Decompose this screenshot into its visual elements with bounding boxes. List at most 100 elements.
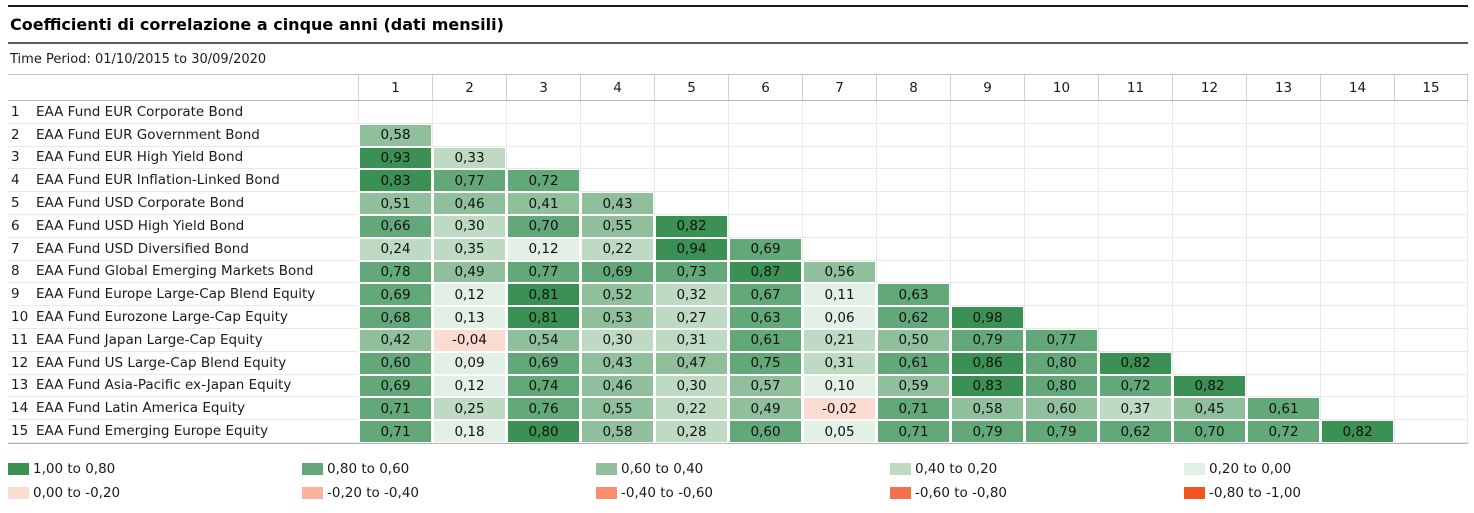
empty-cell-r1-c9 bbox=[950, 101, 1024, 124]
row-number: 13 bbox=[8, 375, 36, 398]
empty-cell-r5-c9 bbox=[950, 192, 1024, 215]
correlation-cell-r9-c7: 0,11 bbox=[802, 283, 876, 307]
correlation-cell-r11-c8: 0,50 bbox=[876, 328, 950, 352]
legend-range-label: -0,60 to -0,80 bbox=[915, 485, 1007, 502]
correlation-cell-r10-c2: 0,13 bbox=[432, 306, 506, 329]
empty-cell-r3-c12 bbox=[1172, 146, 1246, 170]
correlation-cell-r5-c2: 0,46 bbox=[432, 192, 506, 215]
empty-cell-r8-c9 bbox=[950, 260, 1024, 284]
empty-cell-r4-c6 bbox=[728, 169, 802, 193]
correlation-cell-r14-c10: 0,60 bbox=[1024, 397, 1098, 421]
column-header-4: 4 bbox=[580, 75, 654, 100]
correlation-cell-r14-c7: -0,02 bbox=[802, 397, 876, 421]
empty-cell-r7-c13 bbox=[1246, 237, 1320, 261]
correlation-cell-r8-c5: 0,73 bbox=[654, 260, 728, 284]
correlation-cell-r5-c4: 0,43 bbox=[580, 192, 654, 215]
correlation-cell-r12-c8: 0,61 bbox=[876, 351, 950, 375]
column-header-12: 12 bbox=[1172, 75, 1246, 100]
correlation-cell-r12-c5: 0,47 bbox=[654, 351, 728, 375]
correlation-cell-r12-c3: 0,69 bbox=[506, 351, 580, 375]
empty-cell-r3-c11 bbox=[1098, 146, 1172, 170]
correlation-cell-r6-c3: 0,70 bbox=[506, 214, 580, 238]
correlation-cell-r11-c2: -0,04 bbox=[432, 328, 506, 352]
empty-cell-r3-c15 bbox=[1394, 146, 1468, 170]
legend-range-label: 0,20 to 0,00 bbox=[1209, 461, 1292, 478]
correlation-cell-r13-c3: 0,74 bbox=[506, 374, 580, 398]
correlation-cell-r6-c4: 0,55 bbox=[580, 214, 654, 238]
empty-cell-r6-c11 bbox=[1098, 214, 1172, 238]
empty-cell-r6-c7 bbox=[802, 214, 876, 238]
matrix-header-row: 1 2 3 4 5 6 7 8 9 10 11 12 13 14 15 bbox=[8, 75, 1468, 101]
correlation-cell-r10-c1: 0,68 bbox=[358, 306, 432, 329]
fund-name-label: EAA Fund Emerging Europe Equity bbox=[36, 420, 358, 443]
matrix-row-6: 6 EAA Fund USD High Yield Bond 0,66 0,30 0,7… bbox=[8, 214, 1468, 238]
legend-swatch-2 bbox=[596, 463, 617, 476]
empty-cell-r10-c13 bbox=[1246, 306, 1320, 329]
empty-cell-r4-c8 bbox=[876, 169, 950, 193]
correlation-cell-r11-c7: 0,21 bbox=[802, 328, 876, 352]
empty-cell-r9-c9 bbox=[950, 283, 1024, 307]
empty-cell-r1-c6 bbox=[728, 101, 802, 124]
correlation-cell-r12-c11: 0,82 bbox=[1098, 351, 1172, 375]
empty-cell-r1-c13 bbox=[1246, 101, 1320, 124]
empty-cell-r9-c13 bbox=[1246, 283, 1320, 307]
fund-name-label: EAA Fund Asia-Pacific ex-Japan Equity bbox=[36, 375, 358, 398]
empty-cell-r3-c14 bbox=[1320, 146, 1394, 170]
correlation-cell-r13-c7: 0,10 bbox=[802, 374, 876, 398]
legend-range-label: 0,00 to -0,20 bbox=[33, 485, 121, 502]
legend-range-label: 1,00 to 0,80 bbox=[33, 461, 116, 478]
correlation-cell-r8-c3: 0,77 bbox=[506, 260, 580, 284]
top-rule bbox=[8, 5, 1468, 7]
empty-cell-r5-c5 bbox=[654, 192, 728, 215]
correlation-cell-r11-c4: 0,30 bbox=[580, 328, 654, 352]
empty-cell-r1-c8 bbox=[876, 101, 950, 124]
column-header-5: 5 bbox=[654, 75, 728, 100]
empty-cell-r12-c13 bbox=[1246, 351, 1320, 375]
correlation-cell-r14-c1: 0,71 bbox=[358, 397, 432, 421]
empty-cell-r1-c4 bbox=[580, 101, 654, 124]
correlation-cell-r9-c5: 0,32 bbox=[654, 283, 728, 307]
column-header-8: 8 bbox=[876, 75, 950, 100]
matrix-row-10: 10 EAA Fund Eurozone Large-Cap Equity 0,68… bbox=[8, 306, 1468, 329]
empty-cell-r13-c13 bbox=[1246, 374, 1320, 398]
correlation-cell-r15-c13: 0,72 bbox=[1246, 420, 1320, 443]
correlation-cell-r15-c9: 0,79 bbox=[950, 420, 1024, 443]
correlation-cell-r9-c3: 0,81 bbox=[506, 283, 580, 307]
correlation-cell-r15-c11: 0,62 bbox=[1098, 420, 1172, 443]
empty-cell-r8-c15 bbox=[1394, 260, 1468, 284]
correlation-cell-r12-c6: 0,75 bbox=[728, 351, 802, 375]
empty-cell-r7-c9 bbox=[950, 237, 1024, 261]
empty-cell-r10-c15 bbox=[1394, 306, 1468, 329]
empty-cell-r11-c13 bbox=[1246, 328, 1320, 352]
row-number: 10 bbox=[8, 306, 36, 329]
empty-cell-r12-c15 bbox=[1394, 351, 1468, 375]
empty-cell-r4-c4 bbox=[580, 169, 654, 193]
empty-cell-r7-c15 bbox=[1394, 237, 1468, 261]
correlation-cell-r15-c10: 0,79 bbox=[1024, 420, 1098, 443]
empty-cell-r6-c8 bbox=[876, 214, 950, 238]
column-header-13: 13 bbox=[1246, 75, 1320, 100]
empty-cell-r8-c11 bbox=[1098, 260, 1172, 284]
legend-item-1: 0,80 to 0,60 bbox=[302, 460, 596, 479]
empty-cell-r8-c10 bbox=[1024, 260, 1098, 284]
column-header-2: 2 bbox=[432, 75, 506, 100]
empty-cell-r3-c6 bbox=[728, 146, 802, 170]
correlation-cell-r6-c5: 0,82 bbox=[654, 214, 728, 238]
correlation-cell-r9-c8: 0,63 bbox=[876, 283, 950, 307]
legend-range-label: -0,40 to -0,60 bbox=[621, 485, 713, 502]
correlation-cell-r4-c2: 0,77 bbox=[432, 169, 506, 193]
empty-cell-r3-c7 bbox=[802, 146, 876, 170]
empty-cell-r13-c15 bbox=[1394, 374, 1468, 398]
row-number: 2 bbox=[8, 124, 36, 147]
empty-cell-r4-c15 bbox=[1394, 169, 1468, 193]
correlation-cell-r13-c10: 0,80 bbox=[1024, 374, 1098, 398]
correlation-cell-r11-c5: 0,31 bbox=[654, 328, 728, 352]
empty-cell-r6-c13 bbox=[1246, 214, 1320, 238]
empty-cell-r6-c14 bbox=[1320, 214, 1394, 238]
column-header-14: 14 bbox=[1320, 75, 1394, 100]
fund-name-label: EAA Fund Europe Large-Cap Blend Equity bbox=[36, 283, 358, 307]
column-header-15: 15 bbox=[1394, 75, 1468, 100]
matrix-row-12: 12 EAA Fund US Large-Cap Blend Equity 0,60… bbox=[8, 351, 1468, 375]
correlation-cell-r15-c3: 0,80 bbox=[506, 420, 580, 443]
empty-cell-r12-c12 bbox=[1172, 351, 1246, 375]
